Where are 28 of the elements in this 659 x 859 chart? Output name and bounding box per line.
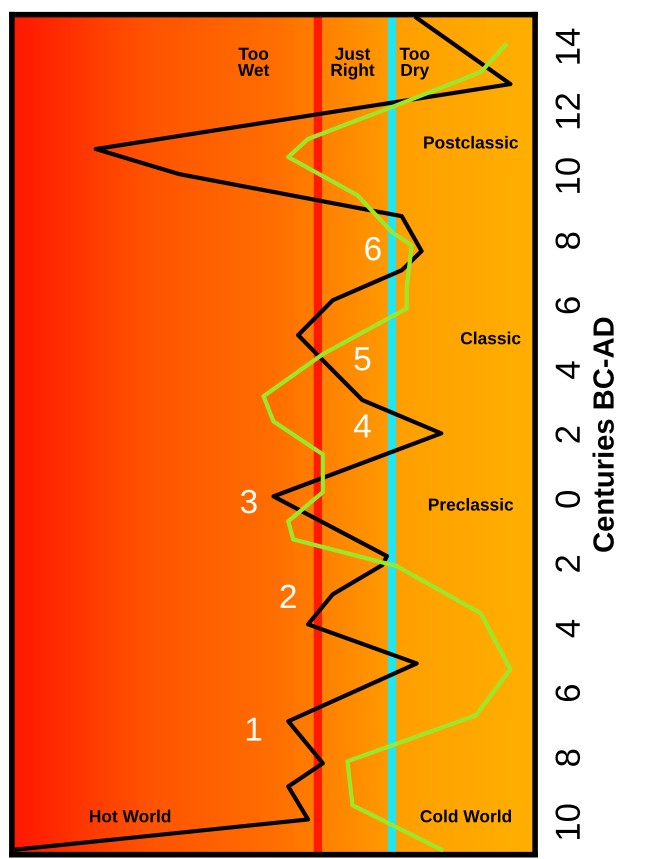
y-tick-label: 6: [555, 685, 580, 702]
y-tick-label: 2: [555, 426, 580, 443]
y-tick-label: 8: [555, 750, 580, 766]
annotation: 5: [354, 347, 370, 371]
annotation: Cold World: [420, 810, 512, 822]
annotation: Postclassic: [424, 136, 518, 149]
annotation: Preclassic: [428, 498, 514, 511]
annotation: 2: [280, 584, 296, 608]
annotation: Too Wet: [238, 48, 270, 76]
y-tick-label: 6: [555, 297, 580, 314]
y-tick-label: 10: [555, 158, 580, 193]
y-tick-label: 4: [556, 361, 580, 379]
y-tick-label: 12: [555, 94, 580, 128]
y-tick-label: 4: [556, 620, 580, 638]
annotation: 4: [354, 414, 371, 438]
y-tick-label: 0: [555, 490, 580, 508]
annotation: 3: [240, 490, 257, 514]
annotation: 1: [246, 718, 262, 741]
y-tick-label: 14: [556, 28, 580, 64]
annotation: Classic: [460, 332, 521, 344]
annotation: 6: [365, 236, 381, 260]
y-tick-label: 2: [555, 556, 580, 572]
annotation: Just Right: [331, 48, 374, 80]
y-tick-label: 8: [555, 232, 580, 249]
annotation: Too Dry: [400, 48, 430, 80]
annotation: Hot World: [90, 810, 170, 822]
y-tick-label: 10: [555, 804, 580, 840]
y-axis-title: Centuries BC-AD: [592, 318, 614, 552]
